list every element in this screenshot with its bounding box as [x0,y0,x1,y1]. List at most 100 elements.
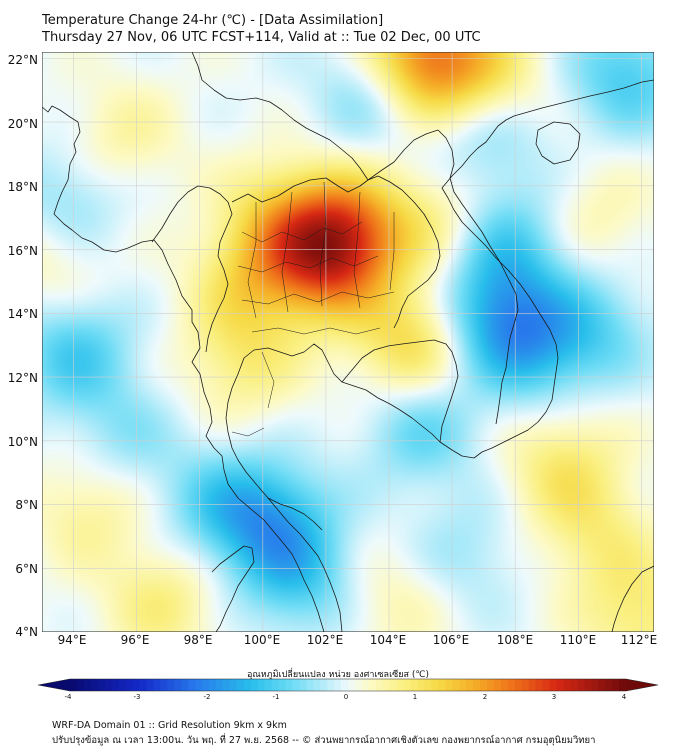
lao-vietnam-border [367,129,519,425]
colorbar-cell [459,679,467,691]
colorbar-cell [160,679,168,691]
colorbar-cell [535,679,544,691]
colorbar-cell [97,679,106,691]
colorbar-cell [341,679,349,691]
colorbar-cell [500,679,509,691]
colorbar-cell [368,679,377,691]
myanmar-thai-border [151,185,233,353]
colorbar-cell [118,679,127,691]
colorbar-cell [521,679,530,691]
colorbar-cell [174,679,182,691]
colorbar-cell [493,679,502,691]
colorbar-cell [243,679,252,691]
colorbar-cell [514,679,523,691]
colorbar-cell [209,679,217,691]
lat-label: 16°N [7,244,38,258]
colorbar-cell [487,679,495,691]
lon-label: 98°E [183,633,213,647]
colorbar-cell [222,679,231,691]
sumatra-coast [211,545,255,632]
lon-label: 104°E [369,633,407,647]
colorbar-cell [188,679,196,691]
colorbar-cell [417,679,425,691]
colorbar-tick: -1 [272,693,280,701]
colorbar-cell [195,679,203,691]
colorbar-cell [153,679,161,691]
colorbar-cell [327,679,335,691]
colorbar-cell [299,679,307,691]
colorbar-cell [549,679,557,691]
lon-label: 106°E [432,633,470,647]
lat-label: 8°N [15,498,38,512]
colorbar-cell [396,679,405,691]
credit-line: ปรับปรุงข้อมูล ณ เวลา 13:00น. วัน พฤ. ที… [52,735,596,746]
colorbar-cell [132,679,140,691]
lat-label: 22°N [7,53,38,67]
thai-provinces [231,181,395,437]
colorbar-cell [424,679,432,691]
colorbar-cell [410,679,418,691]
colorbar-tick: 3 [551,693,557,701]
northern-border [191,52,369,181]
colorbar-cell [215,679,224,691]
colorbar-cell [236,679,245,691]
colorbar-cell [466,679,474,691]
colorbar-cell [361,679,370,691]
colorbar-cell [507,679,516,691]
colorbar-cell [181,679,189,691]
colorbar-cell [591,679,599,691]
colorbar-title: อุณหภูมิเปลี่ยนแปลง หน่วย องศาเซลเซียส (… [246,670,430,680]
colorbar-cell [438,679,446,691]
model-info: WRF-DA Domain 01 :: Grid Resolution 9km … [52,720,287,731]
colorbar-cell [375,679,384,691]
colorbar-cell [285,679,293,691]
colorbar-cell [257,679,266,691]
cambodia-border [341,339,459,443]
lon-label: 94°E [57,633,87,647]
lon-label: 102°E [306,633,344,647]
colorbar-cell [90,679,99,691]
colorbar-cell [570,679,578,691]
colorbar-cell [292,679,300,691]
colorbar-tick: 2 [482,693,488,701]
colorbar-tick: -4 [64,693,72,701]
borneo-coast [611,565,654,632]
colorbar-cell [542,679,551,691]
colorbar-cell [452,679,460,691]
colorbar-cell [125,679,134,691]
colorbar-min-extend [38,679,70,691]
malay-thai-border [267,497,323,531]
colorbar-cell [271,679,279,691]
colorbar [38,678,658,692]
colorbar-cell [528,679,537,691]
colorbar-cell [76,679,85,691]
colorbar-cell [431,679,439,691]
colorbar-cell [70,679,78,691]
western-coastline [42,105,325,632]
colorbar-cell [354,679,363,691]
lat-label: 18°N [7,180,38,194]
lat-label: 20°N [7,117,38,131]
colorbar-cell [563,679,571,691]
colorbar-cell [382,679,391,691]
temperature-field [42,52,654,632]
colorbar-tick: -2 [203,693,211,701]
colorbar-cell [556,679,564,691]
colorbar-max-extend [626,679,658,691]
map-subtitle: Thursday 27 Nov, 06 UTC FCST+114, Valid … [42,30,481,45]
lat-label: 14°N [7,307,38,321]
temperature-change-map[interactable] [42,52,654,632]
graticule [42,52,654,632]
vietnam-coast [441,79,654,453]
colorbar-cell [445,679,453,691]
hainan-island [535,121,581,165]
colorbar-cell [403,679,412,691]
colorbar-cell [264,679,273,691]
colorbar-cell [146,679,154,691]
colorbar-cell [619,679,627,691]
colorbar-cell [348,679,356,691]
colorbar-tick: -3 [133,693,141,701]
colorbar-cell [83,679,92,691]
colorbar-cell [111,679,120,691]
colorbar-cell [320,679,328,691]
